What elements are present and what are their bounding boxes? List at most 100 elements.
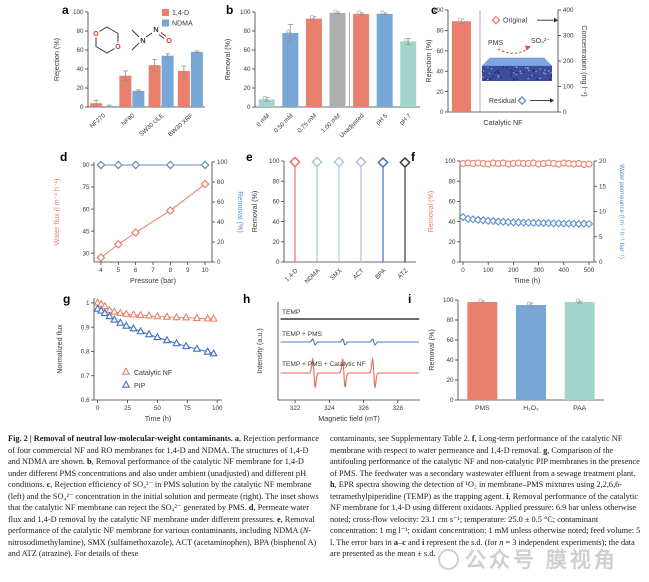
caption-segment: i [422,537,425,547]
svg-text:5: 5 [599,234,603,241]
svg-text:50: 50 [154,405,162,412]
svg-text:0 mM: 0 mM [255,112,271,128]
svg-text:0: 0 [80,104,84,111]
svg-text:200: 200 [508,267,519,274]
svg-text:60: 60 [243,47,251,54]
caption-segment: Fig. 2 | Removal of neutral low-molecula… [8,434,235,443]
caption-segment: represent the s.d. (for [424,537,500,547]
svg-text:4: 4 [99,267,103,274]
svg-text:100: 100 [445,158,456,165]
caption-segment: , Removal performance of the catalytic N… [8,514,315,536]
svg-text:200: 200 [563,58,574,65]
svg-text:60: 60 [217,199,225,206]
svg-text:pH 5: pH 5 [375,112,390,127]
svg-text:Rejection (%): Rejection (%) [52,38,61,81]
svg-text:Normalized flux: Normalized flux [55,324,64,374]
svg-text:N: N [153,25,158,34]
svg-text:Time (h): Time (h) [514,276,541,285]
panel-c-label: c [431,3,438,17]
svg-text:40: 40 [272,219,280,226]
panel-b-chart: 0 20 40 60 80 100 Removal (%) 0 mM 0.50 mM 0.75 m… [223,9,420,140]
panel-g-label: g [63,292,71,306]
svg-text:ATZ: ATZ [397,267,410,280]
svg-text:Removal (%): Removal (%) [427,329,436,371]
svg-text:0: 0 [461,267,465,274]
panel-h-chart: Intensity (a.u.) 322 324 326 328 Magnetic fie… [255,302,420,423]
svg-text:H₂O₂: H₂O₂ [523,405,539,412]
svg-text:0: 0 [452,259,456,266]
svg-text:20: 20 [599,158,607,165]
svg-text:100: 100 [240,9,251,16]
caption-segment: e [276,514,281,524]
caption-segment: contaminants, see Supplementary Table 2. [330,434,472,443]
svg-text:BPA: BPA [374,267,388,281]
svg-text:Original: Original [503,18,528,25]
svg-text:1,4-D: 1,4-D [172,10,189,17]
caption-segment: n [499,537,504,547]
caption-segment: and [405,537,423,547]
panel-f-label: f [411,150,415,164]
svg-text:0: 0 [217,259,221,266]
svg-text:SO₄²⁻: SO₄²⁻ [531,38,550,45]
svg-text:80: 80 [217,179,225,186]
svg-text:PAA: PAA [573,405,587,412]
svg-text:0: 0 [96,405,100,412]
svg-text:328: 328 [393,405,404,412]
svg-text:Magnetic field (mT): Magnetic field (mT) [318,414,380,423]
svg-text:75: 75 [184,405,192,412]
svg-text:10: 10 [599,209,607,216]
svg-text:Removal (%): Removal (%) [250,191,259,233]
svg-text:20: 20 [243,85,251,92]
svg-text:40: 40 [243,66,251,73]
svg-text:TEMP: TEMP [282,309,301,316]
svg-text:80: 80 [446,317,454,324]
panel-a-label: a [62,3,69,17]
caption-segment: N [302,526,309,535]
svg-text:100: 100 [217,159,228,166]
svg-text:100: 100 [443,297,454,304]
panel-e-chart: 0 20 40 60 80 100 Removal (%) 1,4-D NDMA SMX ACT BP… [250,156,416,285]
svg-text:Catalytic NF: Catalytic NF [134,370,172,377]
caption-segment: a [234,434,240,443]
svg-text:1: 1 [86,300,90,307]
svg-text:322: 322 [290,405,301,412]
svg-text:60: 60 [446,337,454,344]
caption-segment: , Rejection efficiency of SO₄²⁻ in PMS s… [8,480,319,512]
svg-text:1.00 mM: 1.00 mM [320,112,342,134]
caption-segment: f [471,434,475,443]
svg-text:0.75 mM: 0.75 mM [296,112,318,134]
svg-text:Water flux (l m⁻² h⁻¹): Water flux (l m⁻² h⁻¹) [52,179,61,246]
svg-text:NDMA: NDMA [304,267,322,285]
svg-text:Removal (%): Removal (%) [426,191,435,233]
svg-text:ACT: ACT [352,267,366,281]
svg-text:100: 100 [483,267,494,274]
svg-text:45: 45 [82,228,90,235]
caption-segment: – [398,537,403,547]
panel-f-chart: 0 20 40 60 80 100 0 5 10 15 20 Removal (%) Water per… [426,158,625,285]
svg-text:60: 60 [82,206,90,213]
svg-text:NDMA: NDMA [172,21,193,28]
svg-text:100: 100 [433,7,444,14]
caption-segment: , Comparison of the antifouling performa… [330,445,640,478]
svg-text:Unadjusted: Unadjusted [338,112,365,139]
svg-text:60: 60 [76,47,84,54]
svg-text:15: 15 [599,183,607,190]
caption-segment: = 3 independent experiments); the data a… [330,537,635,559]
panel-d-label: d [60,150,68,164]
svg-text:500: 500 [584,267,595,274]
svg-text:20: 20 [448,239,456,246]
caption-left-column: Fig. 2 | Removal of neutral low-molecula… [8,433,321,560]
panel-g-chart: 0.6 0.7 0.8 0.9 1 Normalized flux 0 25 50 75 100 Ti… [55,298,223,423]
svg-text:0.7: 0.7 [81,373,90,380]
svg-text:7: 7 [151,267,155,274]
svg-text:20: 20 [217,239,225,246]
svg-text:80: 80 [243,28,251,35]
svg-text:40: 40 [76,66,84,73]
svg-text:1,4-D: 1,4-D [284,267,300,283]
svg-text:90: 90 [82,162,90,169]
svg-text:20: 20 [272,239,280,246]
svg-text:Rejection (%): Rejection (%) [424,39,433,82]
caption-segment: , Removal performance of the catalytic N… [330,491,641,547]
svg-text:pH 7: pH 7 [398,112,413,127]
